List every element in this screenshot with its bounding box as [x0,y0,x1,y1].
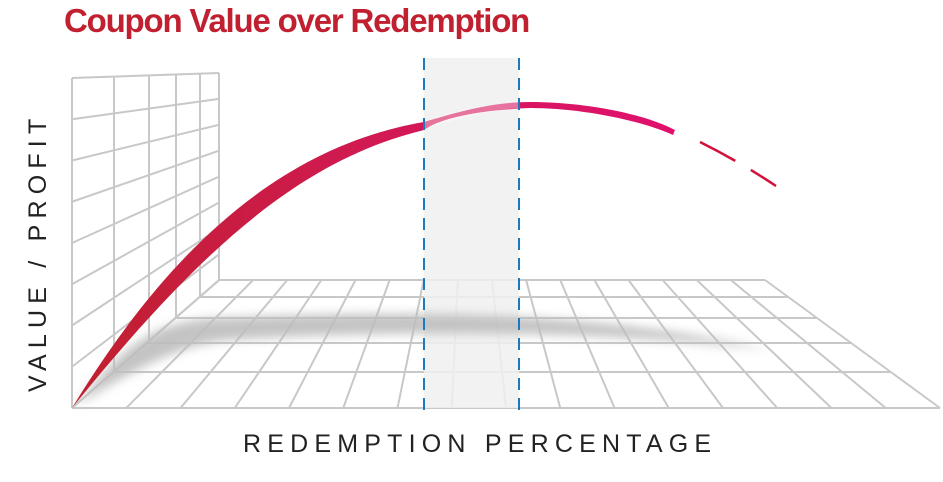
floor-grid-line [764,279,941,409]
floor-grid-line [593,279,670,409]
curve-shadow [75,313,770,406]
floor-grid-line [696,279,833,409]
chart-title: Coupon Value over Redemption [64,2,530,39]
floor-grid-line [730,279,887,409]
floor-grid-line [342,279,391,409]
value-curve [72,102,675,408]
wall-grid-line [71,175,220,244]
wall-grid-line [71,227,220,327]
floor-grid-line [525,279,562,409]
floor-grid-line [559,279,616,409]
x-axis-label: REDEMPTION PERCENTAGE [243,430,718,458]
floor-grid-line [233,279,323,409]
wall-grid-line [71,123,220,162]
wall-grid-line [71,72,220,79]
floor-grid-line [396,279,425,409]
highlight-band [424,58,519,408]
floor-grid-line [179,279,289,409]
floor-grid-line [627,279,724,409]
value-curve-projected-dashed [699,140,777,188]
wall-grid-line [71,201,220,286]
floor-grid-line [288,279,357,409]
wall-grid-line [71,97,220,121]
value-curve-highlight-segment [424,102,519,130]
y-axis-label: VALUE / PROFIT [24,112,52,392]
wall-grid-line [71,149,220,203]
